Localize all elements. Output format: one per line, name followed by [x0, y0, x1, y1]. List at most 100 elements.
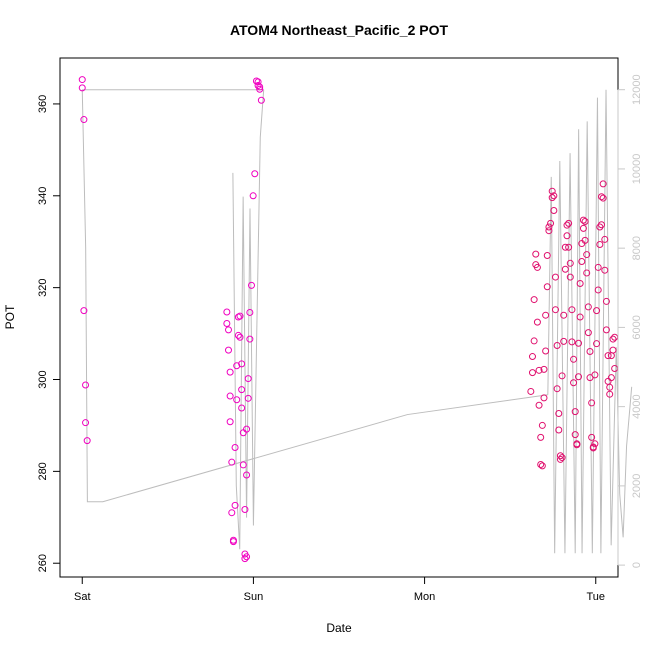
data-point — [581, 218, 589, 226]
data-point — [561, 243, 569, 251]
data-point — [553, 385, 561, 393]
data-point — [599, 180, 607, 188]
data-point — [238, 386, 246, 394]
data-point — [611, 333, 619, 341]
data-point — [593, 307, 601, 315]
data-point — [226, 392, 234, 400]
data-point — [602, 326, 610, 334]
x-axis: Sat Sun Mon Tue — [74, 576, 605, 603]
data-point — [223, 319, 231, 327]
data-point — [555, 426, 563, 434]
data-point — [548, 194, 556, 202]
data-point — [591, 371, 599, 379]
trace-segment — [232, 89, 265, 550]
data-point — [229, 538, 237, 546]
data-point — [545, 227, 553, 235]
data-point — [547, 219, 555, 227]
data-point — [578, 257, 586, 265]
data-point — [588, 399, 596, 407]
data-point — [568, 338, 576, 346]
data-point — [560, 337, 568, 345]
data-point — [579, 216, 587, 224]
data-point — [609, 346, 617, 354]
data-point — [241, 555, 249, 563]
data-point — [257, 96, 265, 104]
data-point — [597, 221, 605, 229]
data-point — [601, 266, 609, 274]
data-point — [246, 335, 254, 343]
data-point — [571, 431, 579, 439]
data-point — [561, 265, 569, 273]
data-point — [601, 235, 609, 243]
data-point — [550, 192, 558, 200]
data-point — [239, 461, 247, 469]
data-point — [224, 326, 232, 334]
data-point — [231, 501, 239, 509]
data-point — [256, 83, 264, 91]
data-point — [537, 433, 545, 441]
y-tick-label: 280 — [37, 462, 49, 480]
data-point — [566, 259, 574, 267]
data-point — [223, 308, 231, 316]
data-point — [551, 273, 559, 281]
data-point — [551, 306, 559, 314]
data-point — [555, 409, 563, 417]
data-point — [533, 318, 541, 326]
data-point — [530, 337, 538, 345]
data-point — [251, 170, 259, 178]
data-point — [565, 219, 573, 227]
data-point — [594, 263, 602, 271]
data-point — [606, 383, 614, 391]
data-point — [609, 335, 617, 343]
data-point — [228, 458, 236, 466]
data-point — [599, 194, 607, 202]
data-point — [556, 455, 564, 463]
y-tick-label: 360 — [37, 95, 49, 113]
data-point — [248, 281, 256, 289]
data-point — [581, 236, 589, 244]
data-point — [553, 342, 561, 350]
y-axis-label: POT — [3, 304, 17, 329]
x-tick-label: Mon — [414, 591, 435, 603]
y-right-tick-label: 0 — [631, 562, 643, 568]
data-point — [82, 381, 90, 389]
data-point — [244, 375, 252, 383]
y-right-tick-label: 12000 — [631, 74, 643, 105]
data-point — [226, 368, 234, 376]
data-point — [556, 452, 564, 460]
data-point — [538, 462, 546, 470]
data-point — [570, 355, 578, 363]
data-point — [573, 441, 581, 449]
trace-segment — [81, 89, 548, 503]
data-point — [597, 193, 605, 201]
data-point — [228, 509, 236, 517]
y-tick-label: 340 — [37, 187, 49, 205]
data-point — [243, 471, 251, 479]
data-point — [535, 401, 543, 409]
data-point — [558, 372, 566, 380]
data-point — [528, 353, 536, 361]
data-point — [532, 250, 540, 258]
y-axis-right: 0 2000 4000 6000 8000 10000 12000 — [617, 74, 643, 568]
data-point — [80, 307, 88, 315]
data-point — [233, 396, 241, 404]
data-point — [537, 460, 545, 468]
data-point — [543, 251, 551, 259]
data-point — [238, 404, 246, 412]
data-point — [563, 232, 571, 240]
data-point — [604, 377, 612, 385]
data-point — [548, 187, 556, 195]
data-point — [584, 303, 592, 311]
x-tick-label: Tue — [586, 591, 605, 603]
data-point — [244, 394, 252, 402]
data-point — [82, 419, 90, 427]
data-point — [576, 280, 584, 288]
data-point — [542, 311, 550, 319]
y-right-tick-label: 2000 — [631, 474, 643, 498]
data-point — [550, 206, 558, 214]
data-point — [234, 331, 242, 339]
y-tick-label: 300 — [37, 370, 49, 388]
data-point — [591, 440, 599, 448]
y-tick-label: 320 — [37, 278, 49, 296]
